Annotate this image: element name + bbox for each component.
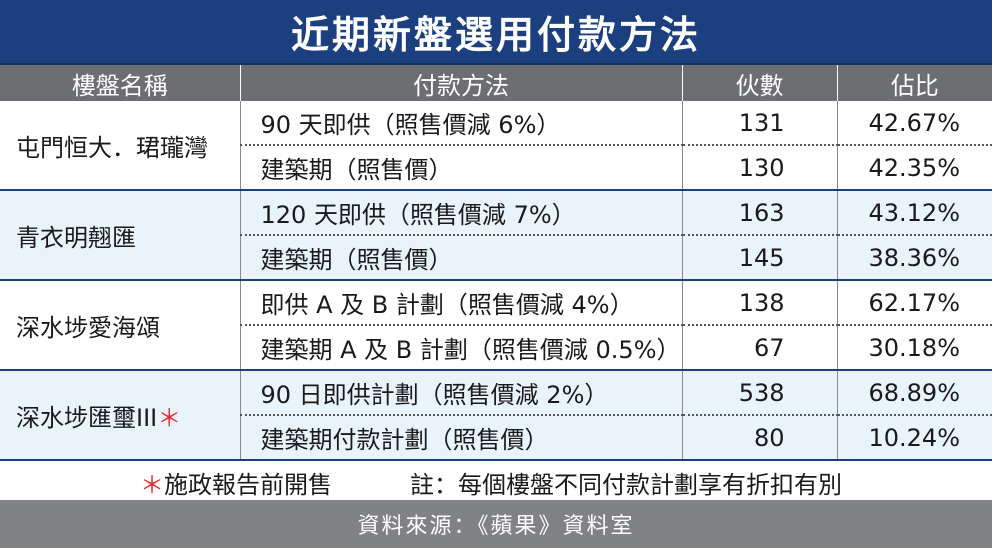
method-cell: 90 日即供計劃（照售價減 2%） <box>240 370 683 416</box>
table-row: 青衣明翹匯 120 天即供（照售價減 7%） 163 43.12% <box>0 190 992 281</box>
ratio-cell: 42.67% <box>837 101 992 146</box>
ratio-cell: 38.36% <box>837 235 992 281</box>
method-cell: 建築期（照售價） <box>240 235 683 281</box>
table-row: 建築期（照售價） 130 42.35% <box>0 145 992 191</box>
method-cell: 建築期（照售價） <box>240 145 683 191</box>
source-bar: 資料來源：《蘋果》資料室 <box>0 500 992 548</box>
count-cell: 163 <box>682 190 838 236</box>
table-row: 屯門恒大．珺瓏灣 90 天即供（照售價減 6%） 131 42.67% <box>0 101 992 191</box>
footnote-right-text: 註：每個樓盤不同付款計劃享有折扣有別 <box>410 471 842 499</box>
header-row: 樓盤名稱 付款方法 伙數 佔比 <box>0 65 992 101</box>
ratio-cell: 42.35% <box>837 145 992 191</box>
header-estate: 樓盤名稱 <box>0 65 241 101</box>
estate-name: 屯門恒大．珺瓏灣 <box>16 133 208 162</box>
estate-name: 深水埗愛海頌 <box>16 313 160 342</box>
ratio-cell: 10.24% <box>837 415 992 461</box>
header-ratio: 佔比 <box>837 65 992 101</box>
table-row: 建築期（照售價） 145 38.36% <box>0 235 992 281</box>
footnote-left: ＊施政報告前開售 <box>140 465 332 500</box>
footnote-bar: ＊施政報告前開售 註：每個樓盤不同付款計劃享有折扣有別 <box>0 461 992 499</box>
estate-name: 青衣明翹匯 <box>16 223 136 252</box>
count-cell: 538 <box>682 370 838 416</box>
count-cell: 67 <box>682 325 838 371</box>
payment-methods-table: 樓盤名稱 付款方法 伙數 佔比 屯門恒大．珺瓏灣 90 天即供（照售價減 6%）… <box>0 65 992 461</box>
count-cell: 138 <box>682 280 838 326</box>
method-cell: 90 天即供（照售價減 6%） <box>240 101 683 146</box>
table-row: 深水埗匯璽III＊ 90 日即供計劃（照售價減 2%） 538 68.89% <box>0 370 992 461</box>
table-row: 建築期 A 及 B 計劃（照售價減 0.5%） 67 30.18% <box>0 325 992 371</box>
table-title: 近期新盤選用付款方法 <box>290 13 701 57</box>
count-cell: 130 <box>682 145 838 191</box>
estate-name: 深水埗匯璽III <box>16 403 158 432</box>
method-cell: 建築期付款計劃（照售價） <box>240 415 683 461</box>
count-cell: 131 <box>682 101 838 146</box>
ratio-cell: 30.18% <box>837 325 992 371</box>
count-cell: 80 <box>682 415 838 461</box>
ratio-cell: 43.12% <box>837 190 992 236</box>
estate-name-cell: 深水埗愛海頌 <box>0 280 241 371</box>
estate-name-cell: 深水埗匯璽III＊ <box>0 370 241 461</box>
estate-asterisk: ＊ <box>157 403 182 432</box>
footnote-left-text: 施政報告前開售 <box>164 471 332 499</box>
header-count: 伙數 <box>682 65 838 101</box>
method-cell: 120 天即供（照售價減 7%） <box>240 190 683 236</box>
source-text: 資料來源：《蘋果》資料室 <box>357 514 635 539</box>
footnote-asterisk: ＊ <box>140 471 164 499</box>
header-method: 付款方法 <box>240 65 683 101</box>
title-banner: 近期新盤選用付款方法 <box>0 0 992 65</box>
table-row: 深水埗愛海頌 即供 A 及 B 計劃（照售價減 4%） 138 62.17% <box>0 280 992 371</box>
ratio-cell: 68.89% <box>837 370 992 416</box>
method-cell: 建築期 A 及 B 計劃（照售價減 0.5%） <box>240 325 683 371</box>
count-cell: 145 <box>682 235 838 281</box>
table-row: 建築期付款計劃（照售價） 80 10.24% <box>0 415 992 461</box>
ratio-cell: 62.17% <box>837 280 992 326</box>
estate-name-cell: 青衣明翹匯 <box>0 190 241 281</box>
estate-name-cell: 屯門恒大．珺瓏灣 <box>0 101 241 191</box>
method-cell: 即供 A 及 B 計劃（照售價減 4%） <box>240 280 683 326</box>
